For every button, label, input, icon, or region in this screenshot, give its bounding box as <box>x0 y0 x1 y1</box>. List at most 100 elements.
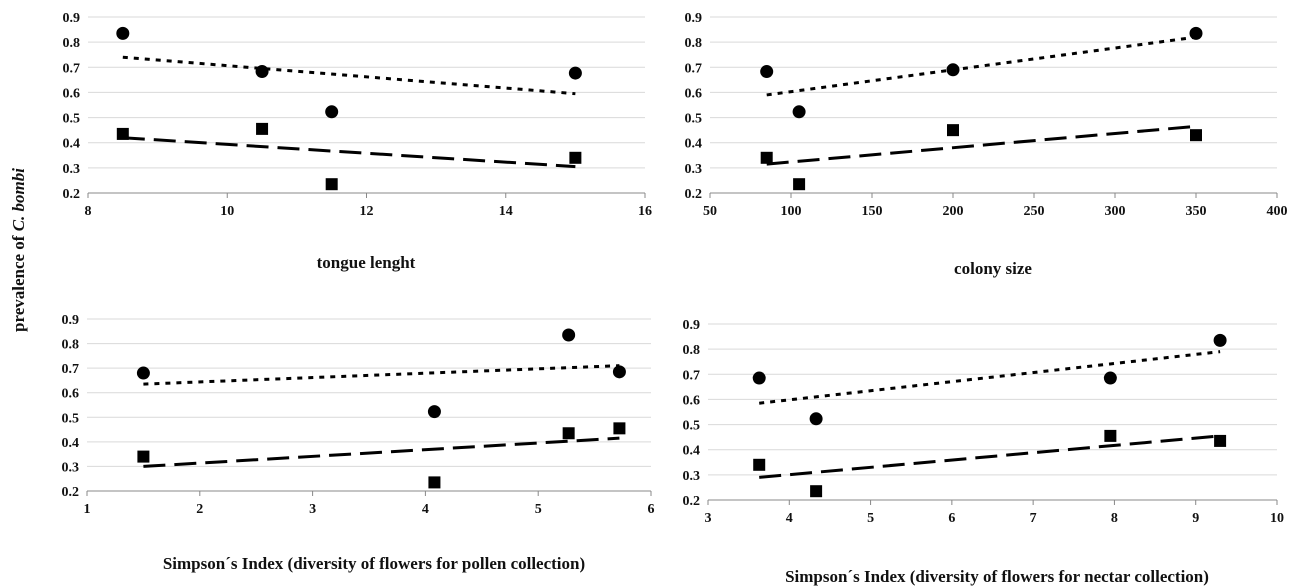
square-point <box>1190 129 1202 142</box>
x-tick-label: 6 <box>948 511 955 526</box>
x-tick-label: 8 <box>1111 511 1118 526</box>
y-tick-label: 0.7 <box>683 368 701 383</box>
x-tick-label: 14 <box>499 204 513 219</box>
x-tick-label: 3 <box>309 502 316 517</box>
chart-panels: 0.20.30.40.50.60.70.80.98 10 12 14 16tongue … <box>62 11 1288 586</box>
x-tick-label: 50 <box>703 204 717 219</box>
y-tick-label: 0.2 <box>62 485 80 500</box>
y-tick-label: 0.8 <box>62 338 80 353</box>
circle-point <box>562 328 576 342</box>
chart-panel-4: 0.2 0.3 0.4 0.5 0.6 0.7 0.8 0.9 3 4 5 6 7 8 9 10 Simpson… <box>683 318 1285 586</box>
square-point <box>810 485 823 498</box>
x-axis-label: Simpson´s Index (diversity of flowers fo… <box>785 567 1209 586</box>
x-tick-label: 350 <box>1186 204 1207 219</box>
y-tick-label: 0.6 <box>63 86 81 101</box>
x-tick-label: 6 <box>648 502 655 517</box>
y-tick-label: 0.7 <box>62 362 80 377</box>
dashed-trendline <box>766 124 1197 166</box>
x-tick-label: 10 <box>220 204 234 219</box>
x-tick-label: 12 <box>360 204 374 219</box>
circle-point <box>1189 26 1203 40</box>
y-tick-label: 0.7 <box>685 61 703 76</box>
square-point <box>753 458 766 471</box>
circle-point <box>136 366 150 380</box>
dotted-trendline <box>122 55 576 96</box>
chart-panel-2: 0.2 0.3 0.4 0.5 0.6 0.7 0.8 0.9 50 100 150 200 250 30… <box>685 11 1288 278</box>
circle-point <box>325 105 339 119</box>
dashed-trendline <box>143 436 620 468</box>
y-tick-label: 0.6 <box>683 393 701 408</box>
x-axis-label: tongue lenght <box>317 253 416 272</box>
y-tick-label: 0.9 <box>685 11 703 26</box>
x-tick-label: 200 <box>943 204 964 219</box>
circle-point <box>255 65 269 79</box>
square-point <box>116 127 129 140</box>
y-tick-label: 0.5 <box>685 112 703 127</box>
x-axis-label: Simpson´s Index (diversity of flowers fo… <box>163 554 585 573</box>
y-tick-label: 0.5 <box>63 112 81 127</box>
circle-point <box>809 412 823 426</box>
x-tick-label: 4 <box>422 502 429 517</box>
x-tick-label: 16 <box>638 204 652 219</box>
square-point <box>760 151 773 164</box>
circle-point <box>946 63 960 77</box>
dashed-trendline <box>122 136 576 169</box>
y-tick-label: 0.3 <box>62 460 80 475</box>
square-point <box>1214 434 1227 447</box>
y-tick-label: 0.4 <box>63 137 81 152</box>
square-point <box>1104 429 1117 442</box>
y-tick-label: 0.4 <box>685 137 703 152</box>
dotted-trendline <box>759 350 1221 405</box>
y-tick-label: 0.3 <box>685 162 703 177</box>
shared-y-axis-label: prevalence of C. bombi <box>9 168 28 332</box>
circle-point <box>612 365 626 379</box>
square-point <box>562 427 575 440</box>
y-tick-label: 0.5 <box>62 411 80 426</box>
x-tick-label: 5 <box>867 511 874 526</box>
chart-panel-1: 0.2 0.3 0.4 0.5 0.6 0.7 0.8 0.9 8 10 12 14 16 tongue … <box>63 11 653 272</box>
x-tick-label: 8 <box>85 204 92 219</box>
y-tick-label: 0.3 <box>63 162 81 177</box>
square-point <box>137 450 150 463</box>
circle-point <box>116 26 130 40</box>
x-tick-label: 300 <box>1105 204 1126 219</box>
x-tick-label: 10 <box>1270 511 1284 526</box>
y-tick-label: 0.8 <box>63 36 81 51</box>
circle-point <box>792 105 806 119</box>
square-point <box>428 476 441 489</box>
y-tick-label: 0.2 <box>63 187 81 202</box>
y-tick-label: 0.3 <box>683 469 701 484</box>
circle-point <box>568 66 582 80</box>
y-tick-label: 0.9 <box>62 313 80 328</box>
y-tick-label: 0.5 <box>683 419 701 434</box>
circle-point <box>1103 371 1117 385</box>
y-tick-label: 0.8 <box>683 343 701 358</box>
dotted-trendline <box>143 364 620 386</box>
circle-point <box>427 405 441 419</box>
x-tick-label: 400 <box>1267 204 1288 219</box>
x-tick-label: 9 <box>1192 511 1199 526</box>
square-point <box>613 422 626 435</box>
x-tick-label: 3 <box>705 511 712 526</box>
x-tick-label: 250 <box>1024 204 1045 219</box>
x-tick-label: 100 <box>781 204 802 219</box>
x-tick-label: 5 <box>535 502 542 517</box>
y-tick-label: 0.6 <box>685 86 703 101</box>
chart-panel-3: 0.2 0.3 0.4 0.5 0.6 0.7 0.8 0.9 1 2 3 4 5 6 Simpson´s … <box>62 313 655 573</box>
y-tick-label: 0.6 <box>62 387 80 402</box>
y-tick-label: 0.7 <box>63 61 81 76</box>
x-tick-label: 1 <box>84 502 91 517</box>
square-point <box>793 178 806 191</box>
square-point <box>325 178 338 191</box>
circle-point <box>760 65 774 79</box>
y-tick-label: 0.9 <box>683 318 701 333</box>
x-tick-label: 7 <box>1030 511 1037 526</box>
dotted-trendline <box>766 35 1197 97</box>
x-tick-label: 150 <box>862 204 883 219</box>
x-tick-label: 4 <box>786 511 793 526</box>
y-tick-label: 0.2 <box>683 494 701 509</box>
circle-point <box>1213 333 1227 347</box>
square-point <box>256 122 269 135</box>
y-tick-label: 0.8 <box>685 36 703 51</box>
